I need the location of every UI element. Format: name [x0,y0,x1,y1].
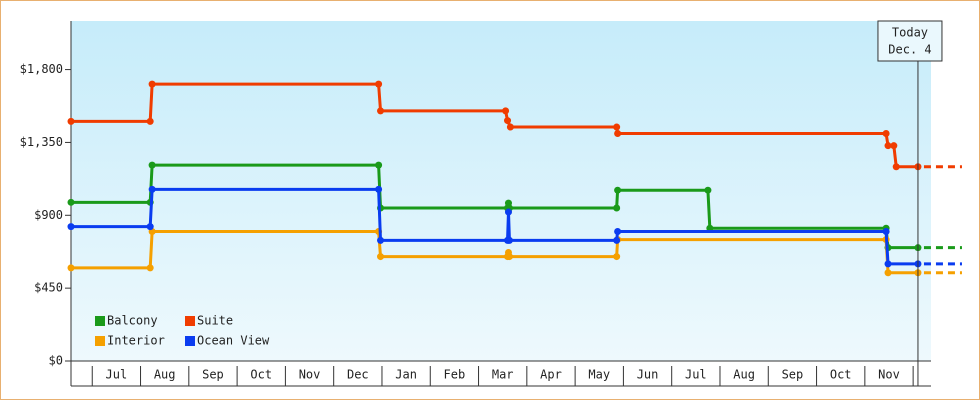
y-tick-label: $0 [49,354,63,368]
point [502,107,510,115]
point [892,163,900,171]
x-tick-label: Nov [299,368,321,382]
x-tick-label: Nov [878,368,900,382]
x-tick-label: Jul [685,368,707,382]
x-tick-label: May [588,368,610,382]
point [67,117,75,125]
point [613,253,621,261]
plot-area [71,21,931,361]
x-tick-label: Jul [106,368,128,382]
point [67,264,75,272]
legend-label: Ocean View [197,334,270,348]
point [505,236,513,244]
x-tick-label: Sep [782,368,804,382]
point [614,227,622,235]
x-tick-label: Sep [202,368,224,382]
x-tick-label: Jan [395,368,417,382]
x-tick-label: Dec [347,368,369,382]
x-tick-label: Feb [444,368,466,382]
y-tick-label: $1,800 [20,62,63,76]
point [146,223,154,231]
point [375,80,383,88]
x-tick-label: Mar [492,368,514,382]
today-label: Dec. 4 [888,43,931,57]
legend-label: Suite [197,314,233,328]
legend-swatch [185,316,195,326]
y-tick-label: $1,350 [20,135,63,149]
x-tick-label: Aug [733,368,755,382]
point [505,253,513,261]
point [504,208,512,216]
y-tick-label: $450 [34,281,63,295]
today-label: Today [892,26,928,40]
point [884,269,892,277]
x-tick-label: Jun [637,368,659,382]
x-tick-label: Oct [830,368,852,382]
point [375,161,383,169]
x-tick-label: Aug [154,368,176,382]
point [506,123,514,131]
x-tick-label: Apr [540,368,562,382]
point [67,198,75,206]
y-tick-label: $900 [34,208,63,222]
point [148,185,156,193]
point [613,204,621,212]
point [377,253,385,261]
legend-swatch [95,336,105,346]
point [614,130,622,138]
point [504,117,512,125]
point [67,223,75,231]
legend-label: Balcony [107,314,158,328]
point [148,161,156,169]
point [377,107,385,115]
point [884,260,892,268]
point [884,142,892,150]
legend-swatch [185,336,195,346]
point [890,142,898,150]
legend-label: Interior [107,334,165,348]
point [146,264,154,272]
point [146,117,154,125]
point [704,186,712,194]
x-tick-label: Oct [250,368,272,382]
point [613,236,621,244]
point [375,185,383,193]
point [882,227,890,235]
point [614,186,622,194]
point [882,130,890,138]
point [148,80,156,88]
point [377,236,385,244]
today-box [877,20,943,62]
legend-swatch [95,316,105,326]
point [613,123,621,131]
